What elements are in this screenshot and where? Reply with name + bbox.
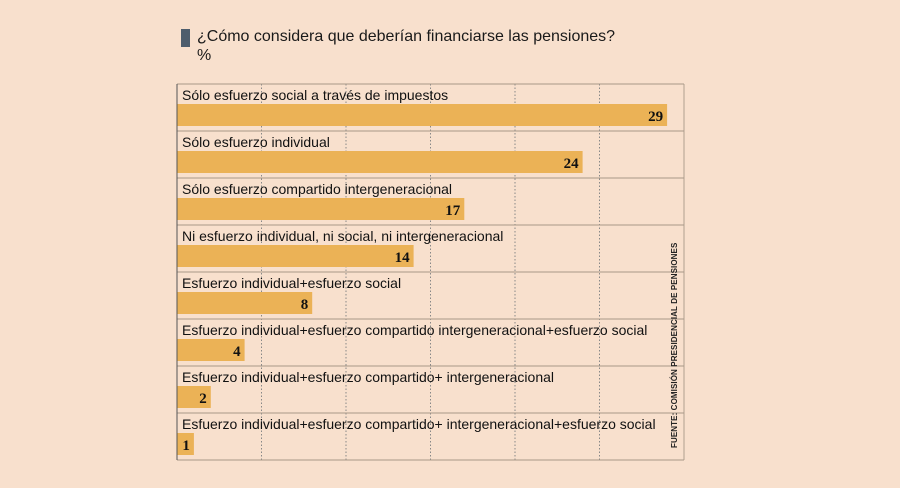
category-label: Sólo esfuerzo compartido intergeneracion… (182, 181, 452, 197)
source-note: FUENTE: COMISIÓN PRESIDENCIAL DE PENSION… (670, 242, 679, 448)
category-label: Esfuerzo individual+esfuerzo compartido … (182, 322, 647, 338)
category-label: Esfuerzo individual+esfuerzo compartido+… (182, 416, 656, 432)
category-label: Sólo esfuerzo social a través de impuest… (182, 87, 448, 103)
value-label: 1 (182, 438, 190, 454)
bar (177, 151, 583, 173)
category-label: Esfuerzo individual+esfuerzo social (182, 275, 401, 291)
value-label: 4 (233, 344, 241, 360)
bar (177, 198, 465, 220)
value-label: 17 (445, 203, 461, 219)
bar (177, 339, 245, 361)
category-label: Ni esfuerzo individual, ni social, ni in… (182, 228, 503, 244)
title-marker (181, 29, 190, 47)
category-label: Sólo esfuerzo individual (182, 134, 330, 150)
chart-title: ¿Cómo considera que deberían financiarse… (197, 28, 616, 45)
value-label: 29 (648, 109, 663, 125)
bar (177, 386, 211, 408)
bar (177, 104, 668, 126)
value-label: 14 (395, 250, 411, 266)
value-label: 2 (199, 391, 207, 407)
bar (177, 433, 194, 455)
chart-subtitle: % (197, 47, 212, 64)
bar (177, 292, 313, 314)
value-label: 24 (564, 156, 580, 172)
value-label: 8 (301, 297, 309, 313)
bar (177, 245, 414, 267)
category-label: Esfuerzo individual+esfuerzo compartido+… (182, 369, 554, 385)
